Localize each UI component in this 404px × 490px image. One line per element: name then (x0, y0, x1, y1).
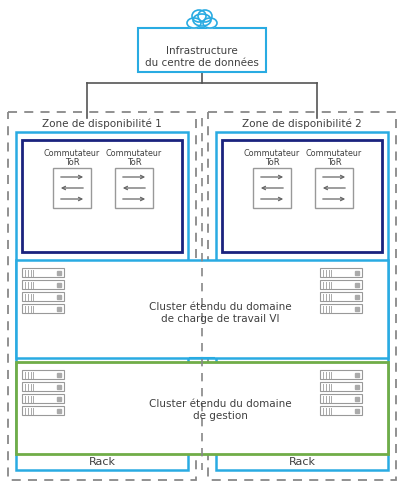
Text: ToR: ToR (127, 157, 141, 167)
Text: Rack: Rack (88, 457, 116, 467)
Ellipse shape (193, 14, 211, 26)
Ellipse shape (192, 10, 206, 22)
Bar (115, 168, 153, 208)
Bar (22, 280, 64, 289)
Bar (22, 370, 64, 379)
Text: Cluster étendu du domaine
de gestion: Cluster étendu du domaine de gestion (149, 399, 291, 421)
Bar (16, 132, 188, 470)
Bar (320, 280, 362, 289)
Bar (320, 268, 362, 277)
Text: Commutateur: Commutateur (306, 148, 362, 157)
Bar (22, 292, 64, 301)
Bar (53, 168, 91, 208)
Text: Rack: Rack (288, 457, 316, 467)
Bar (22, 304, 64, 313)
Bar (22, 394, 64, 403)
Bar (253, 168, 291, 208)
Text: ToR: ToR (265, 157, 279, 167)
Bar (320, 406, 362, 415)
Bar (222, 140, 382, 252)
Ellipse shape (198, 10, 212, 22)
Bar (22, 140, 182, 252)
Bar (208, 112, 396, 480)
Text: Commutateur: Commutateur (244, 148, 300, 157)
Bar (320, 370, 362, 379)
Bar (320, 304, 362, 313)
Text: Infrastructure
du centre de données: Infrastructure du centre de données (145, 46, 259, 68)
Bar (320, 394, 362, 403)
Bar (320, 292, 362, 301)
Bar (138, 28, 266, 72)
Bar (16, 260, 388, 358)
Text: Cluster étendu du domaine
de charge de travail VI: Cluster étendu du domaine de charge de t… (149, 302, 291, 324)
Text: Zone de disponibilité 2: Zone de disponibilité 2 (242, 119, 362, 129)
Bar (22, 406, 64, 415)
Bar (8, 112, 196, 480)
Text: Commutateur: Commutateur (44, 148, 100, 157)
Bar (22, 268, 64, 277)
Text: ToR: ToR (65, 157, 79, 167)
Ellipse shape (187, 18, 201, 28)
Bar (16, 362, 388, 454)
Bar (315, 168, 353, 208)
Text: ToR: ToR (327, 157, 341, 167)
Bar (320, 382, 362, 391)
Text: Zone de disponibilité 1: Zone de disponibilité 1 (42, 119, 162, 129)
Ellipse shape (203, 18, 217, 28)
Bar (22, 382, 64, 391)
Bar (216, 132, 388, 470)
Text: Commutateur: Commutateur (106, 148, 162, 157)
